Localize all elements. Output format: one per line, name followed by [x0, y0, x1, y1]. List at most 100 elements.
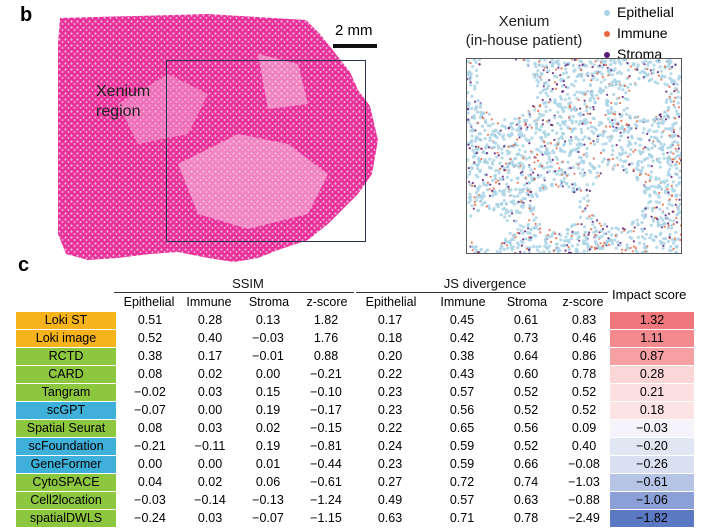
- impact-score-cell: −0.61: [610, 474, 694, 491]
- xenium-cell-dots: [467, 59, 681, 253]
- table-cell: −0.11: [194, 439, 226, 453]
- region-label-line2: region: [96, 103, 141, 120]
- scale-bar-label: 2 mm: [335, 22, 373, 39]
- table-cell: 0.56: [449, 403, 475, 417]
- table-cell: 0.52: [571, 385, 597, 399]
- js-group-rule: [356, 292, 608, 293]
- table-cell: 1.82: [313, 313, 339, 327]
- ssim-group-header: SSIM: [232, 276, 264, 291]
- table-cell: 0.60: [513, 367, 539, 381]
- table-cell: −1.03: [568, 475, 600, 489]
- legend-label: Epithelial: [617, 4, 674, 20]
- table-cell: 0.71: [449, 511, 475, 525]
- method-name: Tangram: [16, 384, 116, 401]
- table-cell: −0.07: [134, 403, 166, 417]
- impact-score-cell: −0.26: [610, 456, 694, 473]
- cell-type-legend: Epithelial Immune Stroma: [604, 2, 674, 65]
- table-row: GeneFormer 0.00 0.00 0.01 −0.44 0.23 0.59 0.66 −…: [16, 456, 694, 474]
- table-cell: −2.49: [568, 511, 600, 525]
- table-cell: 0.23: [377, 385, 403, 399]
- table-cell: 0.27: [377, 475, 403, 489]
- scale-bar: [333, 44, 377, 48]
- legend-swatch: [604, 30, 610, 37]
- table-cell: −1.15: [310, 511, 342, 525]
- table-cell: 0.52: [137, 331, 163, 345]
- table-cell: 0.63: [377, 511, 403, 525]
- impact-score-cell: 0.28: [610, 366, 694, 383]
- table-cell: 0.00: [197, 403, 223, 417]
- table-cell: 0.78: [513, 511, 539, 525]
- table-cell: 0.15: [255, 385, 281, 399]
- method-name: scGPT: [16, 402, 116, 419]
- histology-image: [58, 14, 394, 264]
- table-cell: −0.81: [310, 439, 342, 453]
- table-cell: 0.02: [255, 421, 281, 435]
- tissue-section-graphic: [58, 14, 378, 262]
- benchmark-table: Loki ST 0.51 0.28 0.13 1.82 0.17 0.45 0.61 0.83 1…: [16, 312, 694, 528]
- table-cell: −0.17: [310, 403, 342, 417]
- table-cell: −0.13: [252, 493, 284, 507]
- table-cell: 0.00: [197, 457, 223, 471]
- table-cell: −1.24: [310, 493, 342, 507]
- column-header: z-score: [306, 295, 348, 309]
- table-cell: 0.61: [513, 313, 539, 327]
- table-cell: 0.45: [449, 313, 475, 327]
- method-name: Spatial Seurat: [16, 420, 116, 437]
- method-name: CytoSPACE: [16, 474, 116, 491]
- table-cell: 0.86: [571, 349, 597, 363]
- impact-score-cell: 0.18: [610, 402, 694, 419]
- table-cell: 0.43: [449, 367, 475, 381]
- table-cell: 0.52: [571, 403, 597, 417]
- table-cell: −0.01: [252, 349, 284, 363]
- table-cell: 0.52: [513, 403, 539, 417]
- table-cell: 0.22: [377, 421, 403, 435]
- table-cell: 0.13: [255, 313, 281, 327]
- table-cell: −0.10: [310, 385, 342, 399]
- table-cell: 0.08: [137, 421, 163, 435]
- table-cell: 0.63: [513, 493, 539, 507]
- column-header: Epithelial: [365, 295, 417, 309]
- table-row: Cell2location −0.03 −0.14 −0.13 −1.24 0.49 0.5…: [16, 492, 694, 510]
- table-cell: −0.14: [194, 493, 226, 507]
- table-cell: 0.24: [377, 439, 403, 453]
- table-cell: 0.04: [137, 475, 163, 489]
- table-cell: 0.88: [313, 349, 339, 363]
- table-row: Tangram −0.02 0.03 0.15 −0.10 0.23 0.57 0.52 0.5…: [16, 384, 694, 402]
- method-name: spatialDWLS: [16, 510, 116, 527]
- panel-b-label: b: [20, 4, 33, 26]
- table-cell: 0.73: [513, 331, 539, 345]
- js-group-header: JS divergence: [443, 276, 527, 291]
- table-cell: 0.72: [449, 475, 475, 489]
- table-row: Loki ST 0.51 0.28 0.13 1.82 0.17 0.45 0.61 0.83 1…: [16, 312, 694, 330]
- table-cell: −0.07: [252, 511, 284, 525]
- impact-score-cell: 1.11: [610, 330, 694, 347]
- table-row: scGPT −0.07 0.00 0.19 −0.17 0.23 0.56 0.52 0.52 0…: [16, 402, 694, 420]
- table-cell: 0.56: [513, 421, 539, 435]
- impact-score-cell: 0.21: [610, 384, 694, 401]
- table-cell: 0.59: [449, 457, 475, 471]
- legend-swatch: [604, 51, 610, 58]
- table-cell: 0.57: [449, 493, 475, 507]
- xenium-title: Xenium (in-house patient): [456, 12, 592, 50]
- table-cell: 0.49: [377, 493, 403, 507]
- ssim-group-rule: [114, 292, 354, 293]
- impact-score-cell: −1.06: [610, 492, 694, 509]
- table-cell: 0.38: [137, 349, 163, 363]
- xenium-region-label: Xenium region: [96, 82, 150, 122]
- method-name: CARD: [16, 366, 116, 383]
- table-cell: 0.66: [513, 457, 539, 471]
- table-cell: 0.83: [571, 313, 597, 327]
- table-cell: 0.18: [377, 331, 403, 345]
- table-cell: 0.19: [255, 403, 281, 417]
- table-cell: 0.38: [449, 349, 475, 363]
- impact-score-cell: −1.82: [610, 510, 694, 527]
- column-header: Stroma: [506, 295, 548, 309]
- table-cell: −0.44: [310, 457, 342, 471]
- table-cell: 0.65: [449, 421, 475, 435]
- method-name: scFoundation: [16, 438, 116, 455]
- table-cell: 0.74: [513, 475, 539, 489]
- panel-c-label: c: [18, 254, 30, 276]
- table-cell: 0.51: [137, 313, 163, 327]
- column-header: Stroma: [248, 295, 290, 309]
- table-cell: −0.03: [134, 493, 166, 507]
